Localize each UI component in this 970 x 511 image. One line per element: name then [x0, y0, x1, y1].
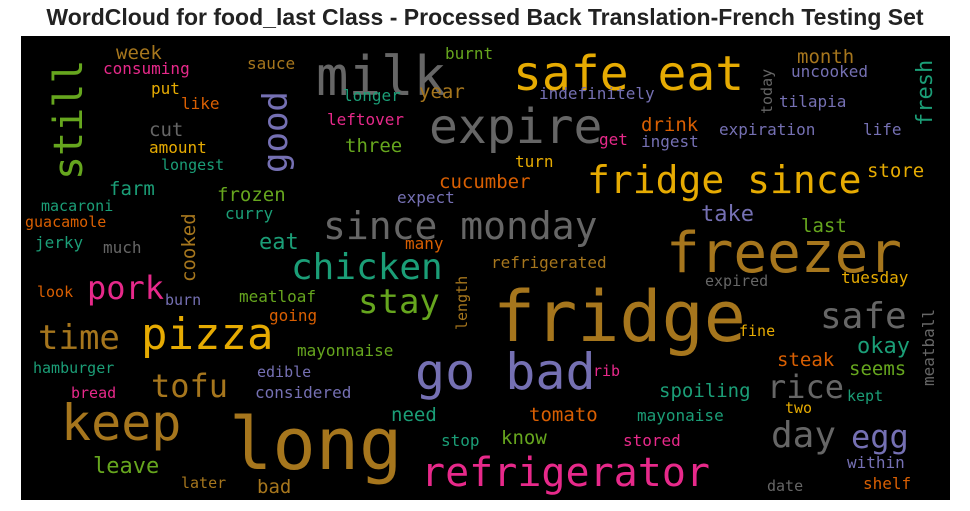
cloud-word: bread [71, 384, 117, 402]
cloud-word: consuming [103, 59, 190, 78]
cloud-word: freezer [666, 221, 903, 286]
cloud-word: year [419, 81, 465, 103]
cloud-word: hamburger [33, 359, 115, 377]
cloud-word: spoiling [659, 380, 751, 402]
cloud-word: meatball [919, 308, 938, 386]
cloud-word: pork [87, 269, 165, 307]
cloud-word: farm [109, 178, 155, 200]
cloud-word: amount [149, 138, 207, 157]
cloud-word: three [345, 135, 403, 157]
cloud-word: burnt [445, 44, 494, 63]
cloud-word: curry [225, 204, 274, 223]
cloud-word: bad [257, 476, 292, 498]
cloud-word: sauce [247, 54, 296, 73]
cloud-word: fridge since [587, 158, 862, 202]
cloud-word: guacamole [25, 213, 107, 231]
cloud-word: like [181, 94, 220, 113]
cloud-word: shelf [863, 474, 912, 493]
cloud-word: stop [441, 431, 480, 450]
cloud-word: still [46, 59, 92, 180]
cloud-word: expired [705, 272, 769, 290]
cloud-word: many [405, 234, 444, 253]
cloud-word: pizza [141, 309, 274, 360]
cloud-word: much [103, 238, 142, 257]
cloud-word: mayonnaise [297, 341, 394, 360]
cloud-word: steak [777, 349, 835, 371]
cloud-word: since monday [323, 204, 598, 248]
cloud-word: egg [851, 418, 909, 456]
cloud-word: longer [343, 86, 401, 105]
cloud-word: jerky [35, 233, 84, 252]
cloud-word: refrigerator [421, 450, 710, 496]
cloud-word: tomato [529, 404, 598, 426]
cloud-word: considered [255, 383, 352, 402]
cloud-word: longest [161, 156, 225, 174]
cloud-word: ingest [641, 132, 699, 151]
cloud-word: life [863, 120, 902, 139]
cloud-word: get [599, 130, 628, 149]
cloud-word: chicken [291, 247, 443, 288]
cloud-word: eat [259, 230, 299, 255]
cloud-word: macaroni [41, 197, 114, 215]
cloud-word: expiration [719, 120, 816, 139]
cloud-word: safe eat [513, 46, 745, 102]
cloud-word: drink [641, 114, 699, 136]
cloud-word: stay [358, 282, 440, 322]
cloud-word: last [801, 215, 847, 237]
cloud-word: fresh [913, 59, 938, 126]
cloud-word: two [785, 399, 813, 417]
cloud-word: frozen [217, 184, 286, 206]
cloud-word: take [701, 202, 754, 227]
cloud-word: fridge [493, 276, 746, 358]
cloud-word: meatloaf [239, 287, 317, 306]
cloud-word: long [229, 402, 403, 486]
cloud-word: edible [257, 363, 312, 381]
cloud-word: tuesday [841, 268, 909, 287]
cloud-word: know [501, 427, 547, 449]
word-cloud: milk safe eat still expire good fresh fr… [21, 36, 950, 500]
cloud-word: leftover [327, 110, 405, 129]
cloud-word: expect [397, 188, 455, 207]
cloud-word: leave [93, 454, 160, 479]
cloud-word: day [771, 415, 837, 456]
cloud-word: expire [429, 99, 603, 155]
cloud-word: cucumber [439, 171, 531, 193]
cloud-word: okay [857, 334, 910, 359]
cloud-word: week [116, 42, 162, 64]
cloud-word: turn [515, 152, 554, 171]
cloud-word: going [269, 306, 318, 325]
cloud-word: store [867, 160, 925, 182]
cloud-word: tofu [151, 367, 229, 405]
cloud-word: stored [623, 431, 681, 450]
cloud-word: cooked [178, 213, 200, 282]
cloud-word: date [767, 477, 804, 495]
cloud-word: kept [847, 387, 884, 405]
cloud-word: later [181, 474, 227, 492]
cloud-word: put [151, 79, 180, 98]
cloud-word: uncooked [791, 62, 869, 81]
cloud-word: within [847, 453, 905, 472]
cloud-word: refrigerated [491, 253, 607, 272]
cloud-word: need [391, 404, 437, 426]
cloud-word: rib [593, 362, 621, 380]
cloud-word: go bad [415, 343, 596, 401]
cloud-word: cut [149, 119, 184, 141]
cloud-word: length [453, 275, 471, 330]
cloud-word: look [37, 283, 74, 301]
cloud-word: today [758, 68, 776, 114]
chart-title: WordCloud for food_last Class - Processe… [46, 4, 924, 30]
cloud-word: seems [849, 358, 907, 380]
cloud-word: month [797, 46, 855, 68]
cloud-word: burn [165, 291, 202, 309]
cloud-word: indefinitely [539, 84, 655, 103]
cloud-word: time [38, 318, 120, 358]
cloud-word: tilapia [779, 92, 847, 111]
cloud-word: rice [767, 368, 845, 406]
cloud-word: fine [739, 322, 776, 340]
cloud-word: good [256, 91, 296, 173]
cloud-word: keep [61, 394, 182, 452]
cloud-word: mayonaise [637, 406, 724, 425]
cloud-word: milk [316, 45, 447, 108]
cloud-word: safe [820, 296, 907, 337]
